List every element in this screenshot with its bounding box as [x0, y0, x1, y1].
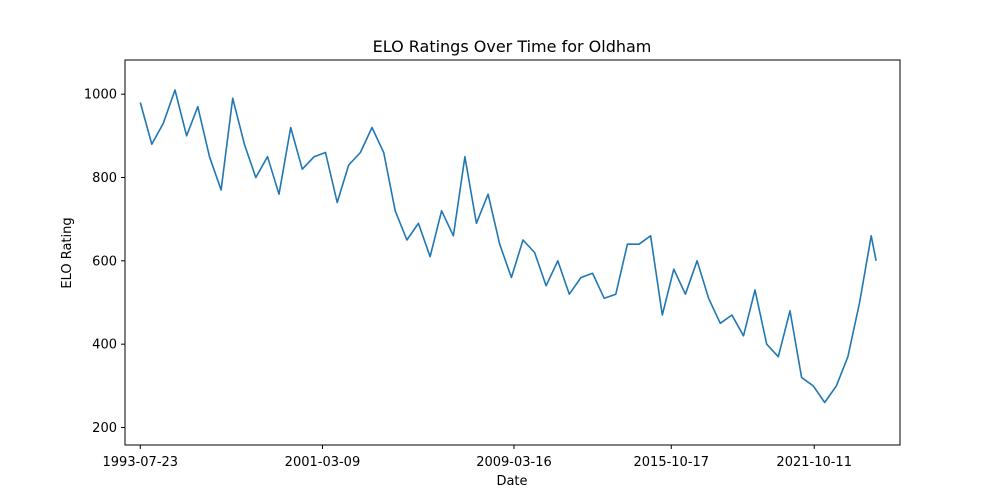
- x-axis-title: Date: [496, 474, 527, 489]
- x-tick-label: 1993-07-23: [103, 455, 179, 470]
- x-tick-label: 2009-03-16: [476, 455, 552, 470]
- y-axis-title: ELO Rating: [60, 217, 75, 288]
- y-tick-label: 1000: [84, 88, 117, 103]
- y-tick-label: 600: [92, 254, 117, 269]
- x-tick-label: 2001-03-09: [285, 455, 361, 470]
- plot-frame: [124, 59, 901, 446]
- x-axis: 1993-07-23 2001-03-09 2009-03-16 2015-10-17…: [103, 445, 852, 470]
- y-tick-label: 800: [92, 171, 117, 186]
- y-axis: 200 400 600 800 1000: [84, 88, 125, 436]
- x-tick-label: 2015-10-17: [634, 455, 710, 470]
- y-tick-label: 200: [92, 421, 117, 436]
- series-line-0: [139, 89, 877, 404]
- x-tick-label: 2021-10-11: [776, 455, 852, 470]
- y-tick-label: 400: [92, 338, 117, 353]
- chart-title: ELO Ratings Over Time for Oldham: [373, 37, 652, 56]
- plot-area: [124, 59, 901, 446]
- series-layer: [139, 89, 877, 404]
